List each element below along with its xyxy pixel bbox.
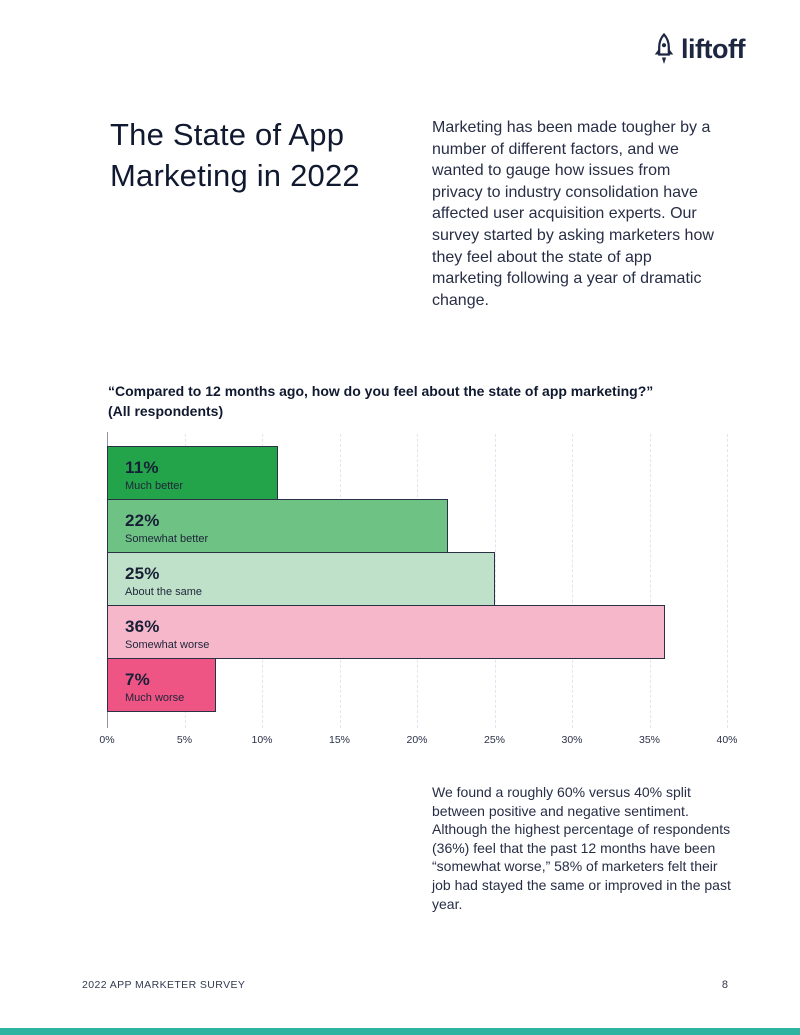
page-number: 8 — [721, 979, 728, 991]
rocket-icon — [652, 33, 676, 66]
x-axis: 0% 5% 10% 15% 20% 25% 30% 35% 40% — [99, 734, 737, 750]
bar-value-label: 36% — [125, 617, 160, 636]
chart-plot-area: 11% Much better 22% Somewhat better 25% About… — [107, 432, 728, 728]
chart-subtitle: (All respondents) — [108, 403, 224, 419]
bar-value-label: 22% — [125, 511, 160, 530]
liftoff-logo: liftoff — [652, 33, 745, 66]
x-axis-tick-label: 30% — [561, 734, 583, 746]
bar-about-the-same: 25% About the same — [107, 552, 495, 606]
x-axis-tick-label: 10% — [251, 734, 273, 746]
x-axis-tick-label: 5% — [176, 734, 193, 746]
x-axis-tick-label: 25% — [483, 734, 506, 746]
bar-value-label: 7% — [125, 670, 150, 689]
x-axis-tick-label: 15% — [328, 734, 351, 746]
bar-somewhat-worse: 36% Somewhat worse — [107, 605, 665, 659]
x-axis-tick-label: 0% — [99, 734, 115, 746]
bar-value-label: 11% — [125, 458, 159, 477]
bar-category-label: Somewhat better — [125, 533, 209, 545]
footer-survey-label: 2022 APP MARKETER SURVEY — [82, 979, 246, 991]
bar-category-label: Much worse — [125, 692, 185, 704]
bottom-accent-strip — [0, 1028, 800, 1035]
gridline — [494, 434, 496, 728]
gridline — [649, 434, 651, 728]
page-footer: 2022 APP MARKETER SURVEY 8 — [82, 979, 728, 991]
bars-container: 11% Much better 22% Somewhat better 25% About… — [107, 446, 727, 712]
bar-category-label: About the same — [125, 586, 203, 598]
x-axis-tick-label: 40% — [716, 734, 738, 746]
chart-title: “Compared to 12 months ago, how do you f… — [108, 383, 654, 399]
gridline — [727, 434, 728, 728]
x-axis-tick-label: 35% — [638, 734, 661, 746]
chart-heading: “Compared to 12 months ago, how do you f… — [108, 381, 728, 421]
x-axis-tick-label: 20% — [406, 734, 428, 746]
analysis-paragraph: We found a roughly 60% versus 40% split … — [432, 784, 731, 912]
logo-wordmark: liftoff — [681, 34, 745, 64]
bar-chart: 11% Much better 22% Somewhat better 25% About… — [99, 432, 738, 750]
page-title: The State of App Marketing in 2022 — [110, 117, 360, 193]
bar-much-worse: 7% Much worse — [107, 658, 216, 712]
bar-somewhat-better: 22% Somewhat better — [107, 499, 448, 553]
intro-paragraph: Marketing has been made tougher by a num… — [432, 119, 714, 309]
gridline — [572, 434, 573, 728]
bar-value-label: 25% — [125, 564, 160, 583]
bar-category-label: Somewhat worse — [125, 639, 210, 651]
bar-category-label: Much better — [125, 480, 184, 492]
bar-much-better: 11% Much better — [107, 446, 278, 500]
